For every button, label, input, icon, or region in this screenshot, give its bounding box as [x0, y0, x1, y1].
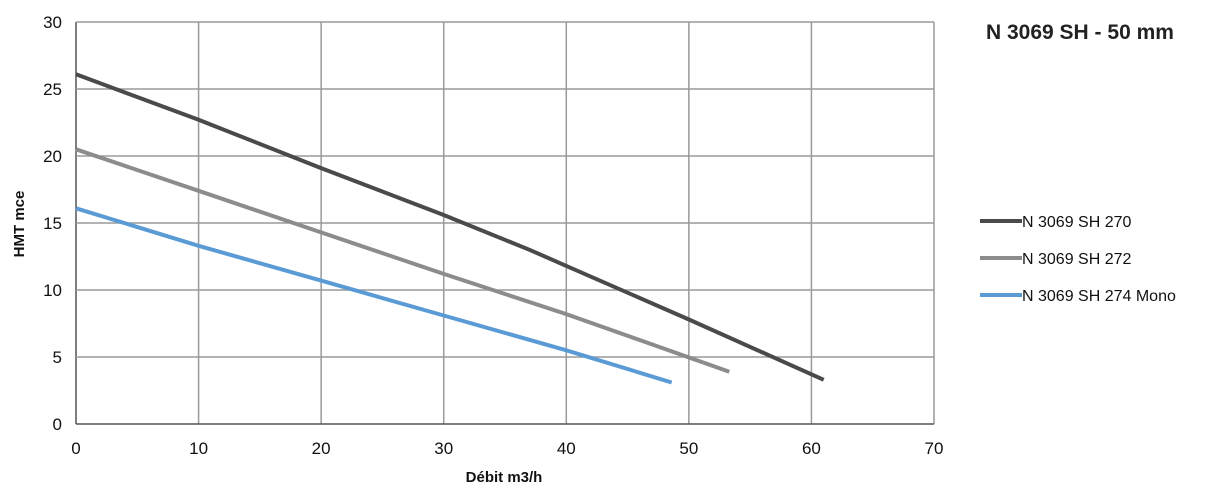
series-line-2: [75, 147, 730, 374]
legend-label: N 3069 SH 270: [1022, 214, 1132, 231]
y-tick-label: 0: [53, 415, 62, 434]
grid: [75, 21, 935, 425]
x-axis-title: Débit m3/h: [466, 469, 543, 486]
y-tick-label: 10: [43, 281, 62, 300]
legend-item: N 3069 SH 274 Mono: [980, 288, 1176, 305]
x-tick-label: 10: [189, 439, 208, 458]
plot-series: [75, 72, 825, 385]
tick-labels: 0 10 20 30 40 50 60 70 0 5 10 15 20 25 30: [43, 13, 943, 458]
legend-label: N 3069 SH 272: [1022, 251, 1132, 268]
y-axis-title: HMT mce: [11, 191, 28, 258]
x-tick-label: 30: [434, 439, 453, 458]
y-tick-label: 30: [43, 13, 62, 32]
x-tick-label: 70: [925, 439, 944, 458]
y-tick-label: 15: [43, 214, 62, 233]
x-tick-label: 40: [557, 439, 576, 458]
legend: N 3069 SH 270 N 3069 SH 272 N 3069 SH 274 …: [980, 214, 1176, 305]
legend-item: N 3069 SH 270: [980, 214, 1132, 231]
x-tick-label: 0: [71, 439, 80, 458]
y-tick-label: 5: [53, 348, 62, 367]
x-tick-label: 20: [312, 439, 331, 458]
y-tick-label: 20: [43, 147, 62, 166]
legend-item: N 3069 SH 272: [980, 251, 1132, 268]
series-line-3: [75, 206, 673, 385]
x-tick-label: 50: [679, 439, 698, 458]
legend-label: N 3069 SH 274 Mono: [1022, 288, 1176, 305]
x-tick-label: 60: [802, 439, 821, 458]
chart-title: N 3069 SH - 50 mm: [986, 21, 1174, 44]
y-tick-label: 25: [43, 80, 62, 99]
series-line-1: [75, 72, 825, 382]
